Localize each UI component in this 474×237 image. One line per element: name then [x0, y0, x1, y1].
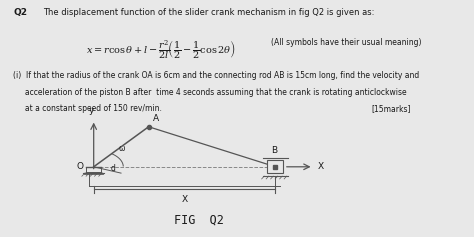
Text: (i)  If that the radius of the crank OA is 6cm and the connecting rod AB is 15cm: (i) If that the radius of the crank OA i…: [13, 71, 419, 80]
Text: (All symbols have their usual meaning): (All symbols have their usual meaning): [271, 38, 422, 47]
Text: acceleration of the piston B after  time 4 seconds assuming that the crank is ro: acceleration of the piston B after time …: [13, 88, 407, 97]
Text: FIG  Q2: FIG Q2: [174, 214, 224, 227]
Text: Q2: Q2: [13, 8, 27, 17]
Text: ω: ω: [118, 145, 125, 154]
Text: X: X: [182, 195, 188, 204]
Text: A: A: [153, 114, 159, 123]
Text: at a constant speed of 150 rev/min.: at a constant speed of 150 rev/min.: [13, 104, 162, 113]
Text: $x = r\cos\theta + l - \dfrac{r^2}{2l}\!\left(\dfrac{1}{2} - \dfrac{1}{2}\cos 2\: $x = r\cos\theta + l - \dfrac{r^2}{2l}\!…: [86, 38, 237, 61]
Text: y: y: [89, 106, 94, 115]
Text: X: X: [318, 162, 324, 171]
Text: The displacement function of the slider crank mechanism in fig Q2 is given as:: The displacement function of the slider …: [43, 8, 374, 17]
Text: O: O: [76, 162, 83, 171]
Bar: [267, 160, 283, 173]
Text: d: d: [110, 164, 116, 173]
Text: B: B: [271, 146, 277, 155]
Text: [15marks]: [15marks]: [371, 104, 410, 113]
